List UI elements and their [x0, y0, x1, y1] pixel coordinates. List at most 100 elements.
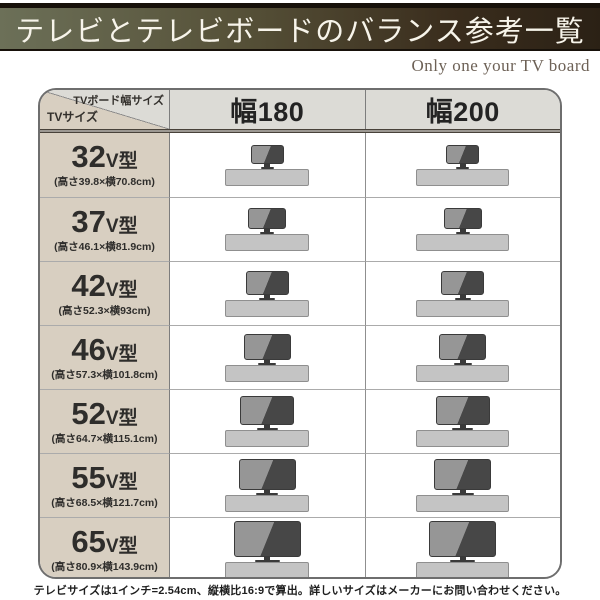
tv-screen-icon [441, 270, 485, 295]
table-row-42v: 42V型 (高さ52.3×横93cm) [40, 261, 560, 325]
tv-stand-neck [459, 556, 466, 560]
balance-cell-65v-200 [364, 517, 560, 577]
table-row-32v: 32V型 (高さ39.8×横70.8cm) [40, 133, 560, 197]
table-row-37v: 37V型 (高さ46.1×横81.9cm) [40, 197, 560, 261]
tv-dimensions-label: (高さ80.9×横143.9cm) [51, 560, 158, 573]
balance-cell-42v-200 [364, 261, 560, 325]
tv-on-board-illustration [225, 459, 310, 512]
tv-size-cell: 52V型 (高さ64.7×横115.1cm) [40, 389, 170, 453]
balance-cell-55v-200 [364, 453, 560, 517]
corner-cell: TVボード幅サイズ TVサイズ [40, 90, 170, 129]
tv-stand-neck [459, 163, 466, 167]
table-row-46v: 46V型 (高さ57.3×横101.8cm) [40, 325, 560, 389]
tv-on-board-illustration [416, 396, 510, 447]
tv-size-cell: 37V型 (高さ46.1×横81.9cm) [40, 197, 170, 261]
tv-board [416, 234, 510, 251]
tv-size-label: 52V型 [71, 395, 138, 431]
tv-on-board-illustration [225, 520, 310, 577]
tv-on-board-illustration [225, 333, 310, 382]
balance-cell-46v-180 [170, 325, 365, 389]
page-title: テレビとテレビボードのバランス参考一覧 [15, 15, 585, 48]
balance-cell-52v-180 [170, 389, 365, 453]
tv-screen-icon [434, 459, 492, 490]
tv-dimensions-label: (高さ52.3×横93cm) [58, 304, 151, 317]
column-header-180: 幅180 [170, 90, 365, 129]
tv-size-label: 55V型 [71, 459, 138, 495]
header-separator [40, 129, 560, 133]
tv-dimensions-label: (高さ68.5×横121.7cm) [51, 496, 158, 509]
tv-on-board-illustration [416, 459, 510, 512]
column-header-200: 幅200 [364, 90, 560, 129]
tv-on-board-illustration [416, 333, 510, 382]
tv-size-label: 37V型 [71, 203, 138, 239]
balance-cell-46v-200 [364, 325, 560, 389]
table-body: 32V型 (高さ39.8×横70.8cm) 37V型 (高さ46.1×横81.9cm)… [40, 133, 560, 577]
table-row-55v: 55V型 (高さ68.5×横121.7cm) [40, 453, 560, 517]
subtitle: Only one your TV board [411, 56, 590, 75]
tv-stand-base [259, 297, 276, 300]
tv-screen-icon [435, 396, 490, 425]
tv-screen-icon [443, 208, 482, 229]
tv-size-label: 65V型 [71, 523, 138, 559]
tv-on-board-illustration [416, 208, 510, 251]
tv-stand-neck [264, 556, 271, 560]
tv-board [225, 430, 310, 447]
tv-board [225, 234, 310, 251]
tv-stand-base [258, 362, 277, 365]
tv-screen-icon [439, 333, 487, 360]
tv-dimensions-label: (高さ57.3×横101.8cm) [51, 368, 158, 381]
tv-size-cell: 42V型 (高さ52.3×横93cm) [40, 261, 170, 325]
balance-cell-65v-180 [170, 517, 365, 577]
balance-cell-37v-180 [170, 197, 365, 261]
tv-board [416, 561, 510, 577]
tv-stand-neck [459, 425, 466, 428]
tv-stand-base [256, 493, 279, 495]
tv-screen-icon [243, 333, 291, 360]
tv-stand-neck [459, 294, 466, 298]
tv-board [225, 299, 310, 317]
tv-board [416, 495, 510, 512]
balance-cell-37v-200 [364, 197, 560, 261]
tv-board [416, 299, 510, 317]
tv-size-cell: 65V型 (高さ80.9×横143.9cm) [40, 517, 170, 577]
tv-on-board-illustration [225, 270, 310, 317]
tv-stand-base [455, 232, 470, 234]
tv-stand-base [456, 166, 470, 169]
tv-stand-neck [459, 229, 466, 232]
tv-stand-neck [264, 229, 271, 232]
tv-stand-base [256, 428, 278, 430]
tv-stand-neck [459, 359, 466, 363]
tv-screen-icon [238, 459, 296, 490]
tv-board [416, 364, 510, 382]
tv-board [416, 168, 510, 186]
tv-dimensions-label: (高さ64.7×横115.1cm) [51, 432, 158, 445]
tv-stand-base [450, 559, 476, 562]
corner-label-board-width: TVボード幅サイズ [73, 95, 164, 107]
tv-screen-icon [245, 270, 289, 295]
tv-size-cell: 55V型 (高さ68.5×横121.7cm) [40, 453, 170, 517]
tv-stand-neck [264, 359, 271, 363]
tv-stand-neck [264, 294, 271, 298]
balance-cell-32v-200 [364, 133, 560, 197]
tv-stand-base [260, 232, 275, 234]
tv-stand-neck [459, 490, 466, 493]
tv-stand-base [454, 297, 471, 300]
tv-board [225, 495, 310, 512]
balance-table: TVボード幅サイズ TVサイズ 幅180 幅200 32V型 (高さ39.8×横70… [38, 88, 562, 579]
tv-on-board-illustration [225, 144, 310, 186]
tv-size-label: 46V型 [71, 331, 138, 367]
tv-screen-icon [248, 208, 287, 229]
tv-stand-neck [264, 163, 271, 167]
tv-screen-icon [233, 520, 301, 557]
column-headers: 幅180 幅200 [170, 90, 560, 129]
tv-stand-neck [264, 490, 271, 493]
balance-cell-55v-180 [170, 453, 365, 517]
table-row-65v: 65V型 (高さ80.9×横143.9cm) [40, 517, 560, 577]
tv-board [225, 168, 310, 186]
table-header-row: TVボード幅サイズ TVサイズ 幅180 幅200 [40, 90, 560, 129]
balance-cell-42v-180 [170, 261, 365, 325]
tv-on-board-illustration [416, 144, 510, 186]
tv-size-label: 32V型 [71, 139, 138, 174]
tv-dimensions-label: (高さ46.1×横81.9cm) [54, 240, 155, 253]
